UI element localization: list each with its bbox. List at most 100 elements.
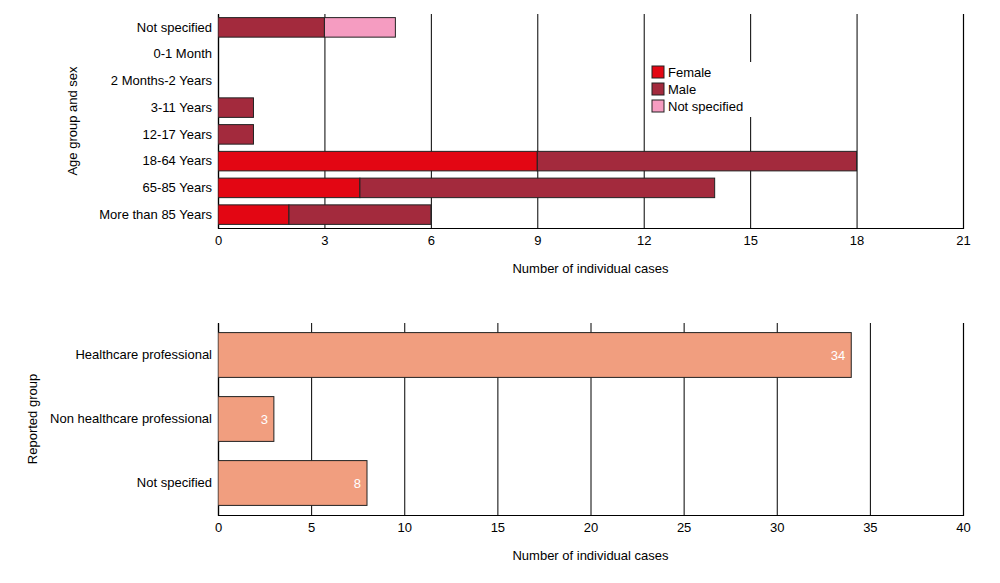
bars [218,18,857,225]
bar [360,178,715,198]
legend-item: Not specified [652,99,743,114]
tick: Non healthcare professional [50,411,212,426]
legend: Female Male Not specified [648,62,756,117]
bar [537,151,856,171]
bar [218,461,367,506]
tick: Healthcare professional [75,347,212,362]
bar [218,98,253,118]
bar [218,205,289,225]
legend-label: Not specified [668,99,743,114]
tick-label: 12-17 Years [143,127,213,142]
tick: 9 [534,14,541,248]
bar [218,44,219,64]
axis-line [219,323,964,516]
grid-line [963,14,964,228]
bar [218,397,274,442]
tick-label: 0-1 Month [153,46,212,61]
legend-item: Male [652,82,696,97]
tick-label: More than 85 Years [99,207,212,222]
data-labels: 34 3 8 [261,348,846,491]
bar [253,98,254,118]
tick: 18 [850,14,864,248]
tick: 65-85 Years [143,180,213,195]
tick-label: 15 [491,520,505,535]
bar [218,71,219,91]
x-axis-title: Number of individual cases [512,261,669,276]
bar [218,151,537,171]
data-label: 3 [261,412,268,427]
tick: 40 [956,323,970,535]
chart: 0 5 10 15 20 25 30 35 40 Healthcare professional N… [25,323,971,563]
tick-label: 3-11 Years [151,100,213,115]
tick-label: 21 [956,233,970,248]
bar [218,125,253,145]
bar [218,44,219,64]
grid-line [963,323,964,515]
tick: 18-64 Years [143,153,213,168]
axis-line [219,14,964,229]
bar [324,18,395,38]
tick-label: 30 [770,520,784,535]
bar [218,333,851,378]
tick: 15 [743,14,757,248]
tick: Not specified [137,20,212,35]
tick: 35 [863,323,877,535]
tick-label: Healthcare professional [75,347,212,362]
tick: 12 [637,14,651,248]
bar [218,71,219,91]
tick-label: 10 [398,520,412,535]
grid-line [857,14,858,228]
y-axis-title: Reported group [25,374,40,464]
bar [289,205,431,225]
bar [218,178,360,198]
data-label: 8 [354,476,361,491]
tick: Not specified [137,475,212,490]
tick: 2 Months-2 Years [111,73,213,88]
tick: 12-17 Years [143,127,213,142]
legend-label: Male [668,82,696,97]
legend-item: Female [652,65,711,80]
legend-swatch [652,100,664,112]
legend-swatch [652,83,664,95]
category-axis: Not specified 0-1 Month 2 Months-2 Years 3-… [99,15,218,229]
grid-line [870,323,871,515]
data-label: 34 [831,348,845,363]
tick-label: 3 [321,233,328,248]
legend-swatch [652,66,664,78]
y-axis-title: Age group and sex [65,66,80,176]
tick-label: 18 [850,233,864,248]
tick-label: 18-64 Years [143,153,213,168]
tick-label: 35 [863,520,877,535]
tick-label: 9 [534,233,541,248]
grid-line [750,14,751,228]
legend-label: Female [668,65,711,80]
tick-label: 12 [637,233,651,248]
bar [430,205,431,225]
tick: 0-1 Month [153,46,212,61]
tick-label: 5 [308,520,315,535]
tick: 21 [956,14,970,248]
category-axis: Healthcare professional Non healthcare pr… [50,324,218,516]
bar [856,151,857,171]
tick-label: 25 [677,520,691,535]
x-axis-title: Number of individual cases [512,548,669,563]
tick-label: Not specified [137,20,212,35]
tick-label: 40 [956,520,970,535]
tick-label: 15 [743,233,757,248]
tick-label: 6 [428,233,435,248]
value-axis: 0 5 10 15 20 25 30 35 40 [215,323,971,535]
bar [714,178,715,198]
tick-label: 20 [584,520,598,535]
tick: 3-11 Years [151,100,213,115]
tick-label: 0 [215,233,222,248]
bar [218,44,219,64]
tick-label: Non healthcare professional [50,411,212,426]
legend-background [648,62,756,117]
bar [218,18,324,38]
tick-label: 65-85 Years [143,180,213,195]
bar [218,71,219,91]
tick-label: 0 [215,520,222,535]
bars [218,333,851,506]
tick-label: Not specified [137,475,212,490]
chart: 0 3 6 9 12 15 18 21 Not specified 0-1 Month 2 Mont… [65,14,971,276]
